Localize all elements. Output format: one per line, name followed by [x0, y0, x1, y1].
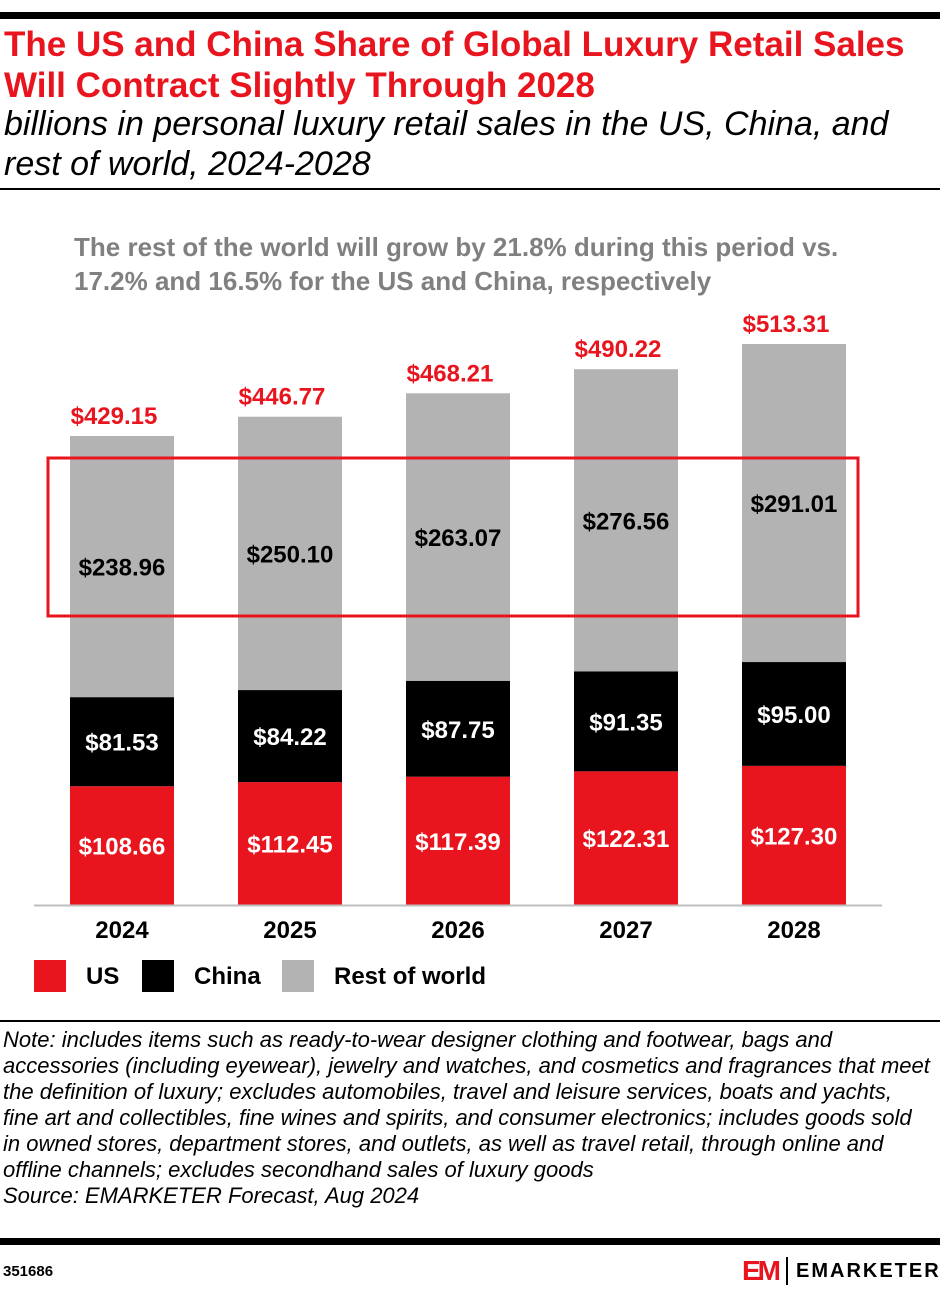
- data-label: $87.75: [421, 717, 494, 744]
- data-label: $84.22: [253, 724, 326, 751]
- bar-segment-china: [70, 697, 174, 787]
- total-label: $429.15: [71, 403, 158, 430]
- x-tick-label: 2025: [263, 917, 316, 944]
- bar-segment-rest-of-world: [742, 344, 846, 663]
- logo-text: EMARKETER: [796, 1259, 940, 1282]
- chart-subtitle: billions in personal luxury retail sales…: [4, 105, 889, 183]
- bar-segment-china: [574, 671, 678, 772]
- bar-segment-rest-of-world: [406, 393, 510, 681]
- total-label: $490.22: [575, 336, 662, 363]
- logo-separator: [786, 1257, 788, 1285]
- header-divider: [0, 188, 940, 190]
- x-tick-label: 2024: [95, 917, 149, 944]
- stacked-bar-chart: $108.66 $81.53 $238.96 $429.15 2024 $112.45 $8…: [34, 311, 882, 992]
- legend-label: Rest of world: [334, 963, 486, 990]
- legend-swatch-us: [34, 960, 66, 992]
- chart-note: Note: includes items such as ready-to-we…: [3, 1027, 933, 1209]
- data-label: $238.96: [79, 555, 166, 582]
- data-label: $95.00: [757, 702, 830, 729]
- data-label: $291.01: [751, 491, 838, 518]
- data-label: $117.39: [415, 829, 500, 856]
- bar-segment-china: [406, 680, 510, 777]
- data-label: $127.30: [751, 823, 838, 850]
- x-tick-label: 2027: [599, 917, 652, 944]
- x-tick-label: 2028: [767, 917, 820, 944]
- bar-segment-rest-of-world: [238, 416, 342, 691]
- bar-segment-rest-of-world: [70, 435, 174, 698]
- source-text: Source: EMARKETER Forecast, Aug 2024: [3, 1183, 420, 1208]
- legend-label: China: [194, 963, 261, 990]
- bar-segment-us: [742, 765, 846, 905]
- legend-swatch-china: [142, 960, 174, 992]
- bar-segment-us: [238, 782, 342, 905]
- data-label: $250.10: [247, 541, 334, 568]
- data-label: $263.07: [415, 525, 502, 552]
- x-tick-label: 2026: [431, 917, 484, 944]
- data-label: $112.45: [247, 832, 332, 859]
- chart-callout: The rest of the world will grow by 21.8%…: [74, 232, 839, 296]
- legend-swatch-rest-of-world: [282, 960, 314, 992]
- note-text: Note: includes items such as ready-to-we…: [3, 1027, 930, 1182]
- data-label: $276.56: [583, 508, 670, 535]
- top-bar: [0, 12, 940, 19]
- total-label: $446.77: [239, 384, 326, 411]
- data-label: $122.31: [583, 826, 670, 853]
- bar-segment-us: [70, 786, 174, 905]
- emarketer-logo: EM EMARKETER: [742, 1255, 940, 1287]
- bar-segment-rest-of-world: [574, 369, 678, 672]
- bottom-bar: [0, 1238, 940, 1245]
- bar-segment-china: [742, 662, 846, 766]
- legend-label: US: [86, 963, 119, 990]
- footer-divider: [0, 1020, 940, 1022]
- data-label: $108.66: [79, 834, 166, 861]
- chart-title: The US and China Share of Global Luxury …: [4, 25, 905, 105]
- bar-segment-china: [238, 690, 342, 783]
- bar-segment-us: [574, 771, 678, 905]
- total-label: $513.31: [743, 311, 830, 338]
- total-label: $468.21: [407, 360, 494, 387]
- chart-id: 351686: [3, 1263, 54, 1280]
- data-label: $81.53: [85, 730, 158, 757]
- data-label: $91.35: [589, 709, 662, 736]
- highlight-box: [46, 456, 860, 618]
- logo-mark: EM: [742, 1255, 781, 1286]
- bar-segment-us: [406, 776, 510, 905]
